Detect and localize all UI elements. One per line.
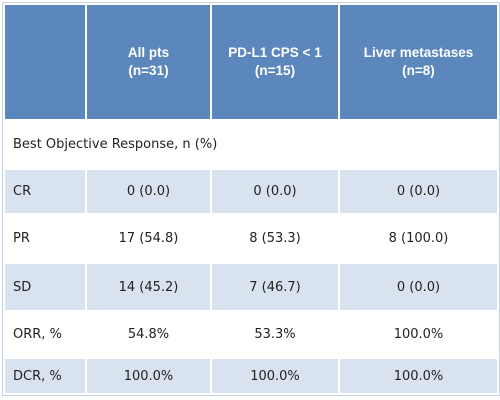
header-row: All pts (n=31) PD-L1 CPS < 1 (n=15) Liver me…	[3, 3, 499, 121]
section-row: Best Objective Response, n (%)	[3, 119, 499, 170]
data-cell: 8 (53.3)	[210, 213, 340, 264]
data-cell: 100.0%	[338, 357, 499, 395]
empty-cell	[338, 119, 499, 170]
data-row: CR 0 (0.0) 0 (0.0) 0 (0.0)	[3, 168, 499, 215]
data-cell: 14 (45.2)	[85, 262, 212, 312]
column-header-line: (n=31)	[128, 63, 169, 78]
data-row: SD 14 (45.2) 7 (46.7) 0 (0.0)	[3, 262, 499, 312]
column-header-line: All pts	[127, 45, 170, 60]
data-cell: 100.0%	[210, 357, 340, 395]
column-header-line: Liver metastases	[363, 45, 474, 60]
data-cell: 53.3%	[210, 310, 340, 359]
column-header-line: (n=15)	[254, 63, 296, 78]
data-cell: 54.8%	[85, 310, 212, 359]
data-row: ORR, % 54.8% 53.3% 100.0%	[3, 310, 499, 359]
header-corner	[3, 3, 87, 121]
data-cell: 8 (100.0)	[338, 213, 499, 264]
section-label: Best Objective Response, n (%)	[3, 119, 340, 170]
column-header: All pts (n=31)	[85, 3, 212, 121]
table-body: All pts (n=31) PD-L1 CPS < 1 (n=15) Liver me…	[3, 3, 499, 395]
row-label: DCR, %	[3, 357, 87, 395]
row-label: ORR, %	[3, 310, 87, 359]
data-cell: 7 (46.7)	[210, 262, 340, 312]
column-header-line: PD-L1 CPS < 1	[228, 45, 322, 60]
data-row: PR 17 (54.8) 8 (53.3) 8 (100.0)	[3, 213, 499, 264]
column-header-line: (n=8)	[402, 63, 435, 78]
row-label: PR	[3, 213, 87, 264]
row-label: SD	[3, 262, 87, 312]
data-row: DCR, % 100.0% 100.0% 100.0%	[3, 357, 499, 395]
data-cell: 0 (0.0)	[338, 168, 499, 215]
data-cell: 17 (54.8)	[85, 213, 212, 264]
row-label: CR	[3, 168, 87, 215]
data-cell: 100.0%	[338, 310, 499, 359]
data-cell: 100.0%	[85, 357, 212, 395]
data-cell: 0 (0.0)	[85, 168, 212, 215]
column-header: Liver metastases (n=8)	[338, 3, 499, 121]
data-cell: 0 (0.0)	[338, 262, 499, 312]
data-cell: 0 (0.0)	[210, 168, 340, 215]
column-header: PD-L1 CPS < 1 (n=15)	[210, 3, 340, 121]
